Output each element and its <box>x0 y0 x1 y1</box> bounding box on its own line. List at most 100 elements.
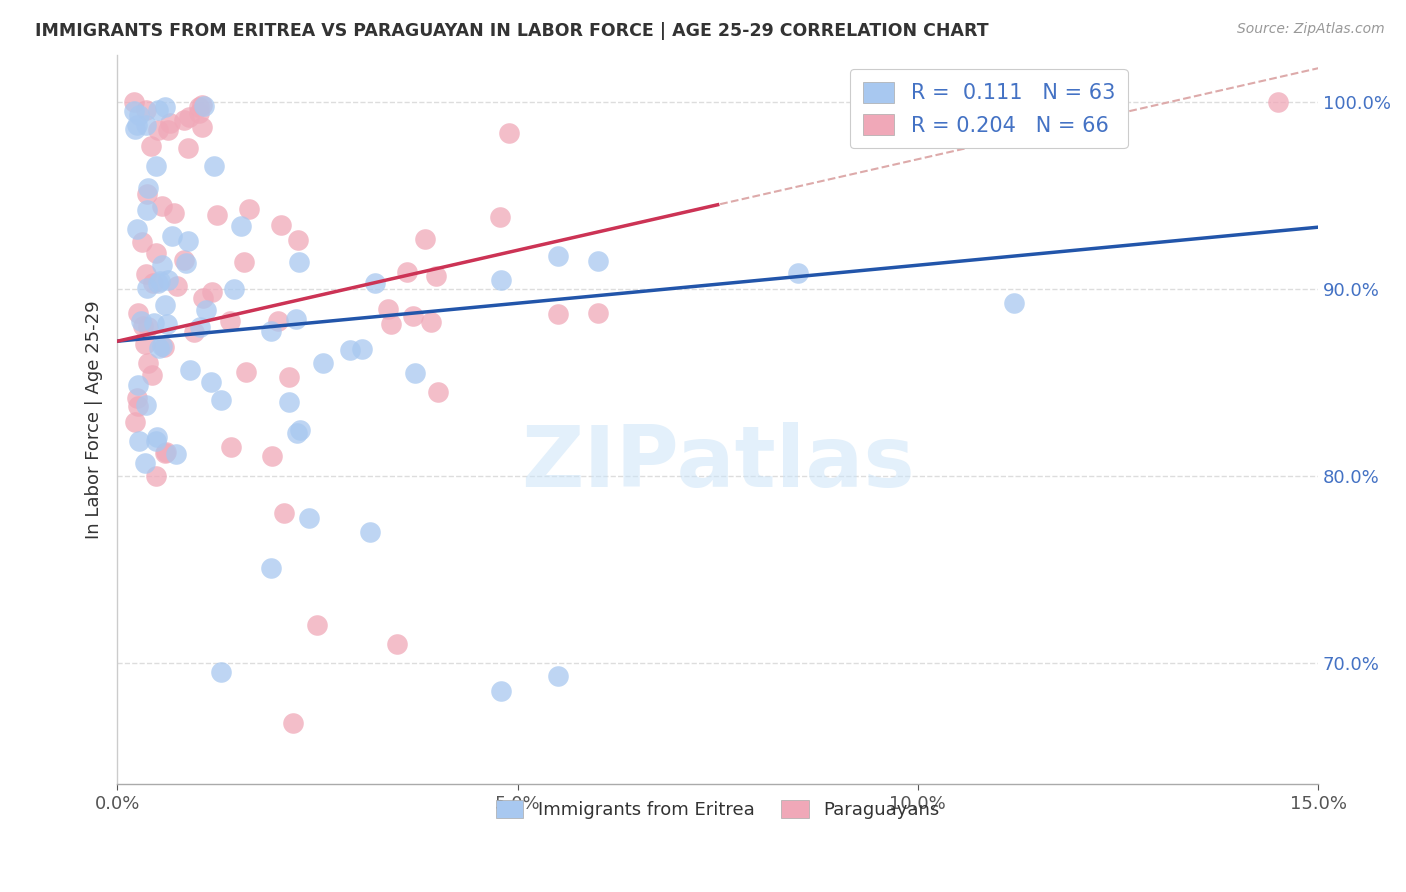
Point <box>211 392 233 407</box>
Point <box>179 363 201 377</box>
Point <box>364 276 387 290</box>
Point <box>283 715 305 730</box>
Point <box>146 103 169 117</box>
Point <box>312 356 335 370</box>
Point <box>134 456 156 470</box>
Point <box>222 282 245 296</box>
Point <box>359 525 381 540</box>
Point <box>135 103 157 117</box>
Point <box>193 99 215 113</box>
Point <box>160 229 183 244</box>
Point <box>267 313 290 327</box>
Point <box>136 181 159 195</box>
Point <box>260 324 283 338</box>
Point <box>219 314 242 328</box>
Point <box>174 256 197 270</box>
Point <box>491 273 513 287</box>
Point <box>142 276 165 290</box>
Point <box>187 100 209 114</box>
Point <box>190 97 212 112</box>
Point <box>287 233 309 247</box>
Point <box>173 113 195 128</box>
Point <box>396 265 419 279</box>
Point <box>145 159 167 173</box>
Point <box>200 375 222 389</box>
Point <box>1267 95 1289 109</box>
Point <box>586 306 609 320</box>
Point <box>339 343 361 358</box>
Point <box>219 440 242 454</box>
Point <box>145 430 167 444</box>
Point <box>127 306 149 320</box>
Point <box>146 276 169 290</box>
Point <box>127 378 149 392</box>
Point <box>135 281 157 295</box>
Point <box>148 341 170 355</box>
Point <box>131 235 153 249</box>
Point <box>145 469 167 483</box>
Point <box>586 254 609 268</box>
Point <box>153 446 176 460</box>
Point <box>156 317 179 331</box>
Point <box>401 309 423 323</box>
Point <box>135 268 157 282</box>
Point <box>153 298 176 312</box>
Point <box>425 269 447 284</box>
Point <box>201 285 224 299</box>
Point <box>547 669 569 683</box>
Point <box>195 303 218 318</box>
Point <box>136 202 159 217</box>
Text: Source: ZipAtlas.com: Source: ZipAtlas.com <box>1237 22 1385 37</box>
Point <box>127 399 149 413</box>
Point <box>124 122 146 136</box>
Point <box>134 337 156 351</box>
Point <box>177 234 200 248</box>
Point <box>136 356 159 370</box>
Point <box>124 416 146 430</box>
Point <box>187 106 209 120</box>
Point <box>287 254 309 268</box>
Point <box>128 107 150 121</box>
Point <box>149 274 172 288</box>
Point <box>229 219 252 233</box>
Point <box>273 507 295 521</box>
Point <box>145 434 167 449</box>
Y-axis label: In Labor Force | Age 25-29: In Labor Force | Age 25-29 <box>86 301 103 539</box>
Point <box>122 95 145 109</box>
Point <box>547 249 569 263</box>
Point <box>159 116 181 130</box>
Point <box>163 205 186 219</box>
Point <box>136 319 159 334</box>
Point <box>277 395 299 409</box>
Point <box>202 159 225 173</box>
Point <box>146 123 169 137</box>
Point <box>150 199 173 213</box>
Point <box>298 510 321 524</box>
Point <box>135 118 157 132</box>
Point <box>131 314 153 328</box>
Point <box>191 291 214 305</box>
Point <box>387 637 409 651</box>
Point <box>288 423 311 437</box>
Point <box>128 434 150 448</box>
Point <box>427 384 450 399</box>
Point <box>143 316 166 330</box>
Point <box>150 339 173 353</box>
Point <box>285 426 308 441</box>
Point <box>413 232 436 246</box>
Point <box>786 266 808 280</box>
Point <box>141 368 163 383</box>
Point <box>547 308 569 322</box>
Point <box>127 391 149 405</box>
Point <box>132 319 155 334</box>
Point <box>153 340 176 354</box>
Point <box>404 366 426 380</box>
Point <box>233 255 256 269</box>
Point <box>307 618 329 632</box>
Point <box>183 325 205 339</box>
Point <box>260 449 283 463</box>
Point <box>1002 295 1025 310</box>
Point <box>166 278 188 293</box>
Point <box>235 365 257 379</box>
Point <box>278 369 301 384</box>
